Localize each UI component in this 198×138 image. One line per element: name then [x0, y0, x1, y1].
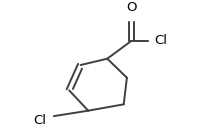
Text: Cl: Cl — [33, 114, 46, 127]
Text: Cl: Cl — [154, 34, 167, 47]
Text: O: O — [126, 1, 137, 14]
